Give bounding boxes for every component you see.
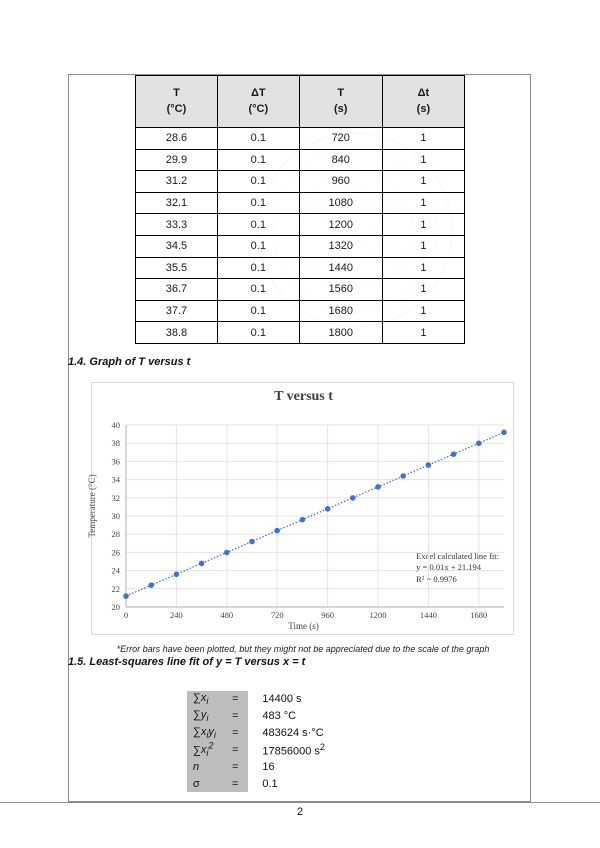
svg-text:38: 38	[112, 438, 121, 448]
svg-text:480: 480	[220, 610, 233, 620]
svg-text:720: 720	[271, 610, 284, 620]
svg-text:24: 24	[112, 566, 121, 576]
svg-text:20: 20	[112, 602, 121, 612]
svg-text:1440: 1440	[420, 610, 437, 620]
svg-text:32: 32	[112, 493, 121, 503]
svg-text:40: 40	[112, 420, 121, 430]
svg-text:1200: 1200	[370, 610, 387, 620]
svg-text:960: 960	[321, 610, 334, 620]
svg-text:28: 28	[112, 529, 121, 539]
svg-text:30: 30	[112, 511, 121, 521]
svg-text:0: 0	[124, 610, 128, 620]
svg-text:22: 22	[112, 584, 121, 594]
svg-text:26: 26	[112, 547, 121, 557]
svg-text:36: 36	[112, 456, 121, 466]
svg-text:34: 34	[112, 475, 121, 485]
svg-text:1680: 1680	[470, 610, 487, 620]
svg-text:240: 240	[170, 610, 183, 620]
